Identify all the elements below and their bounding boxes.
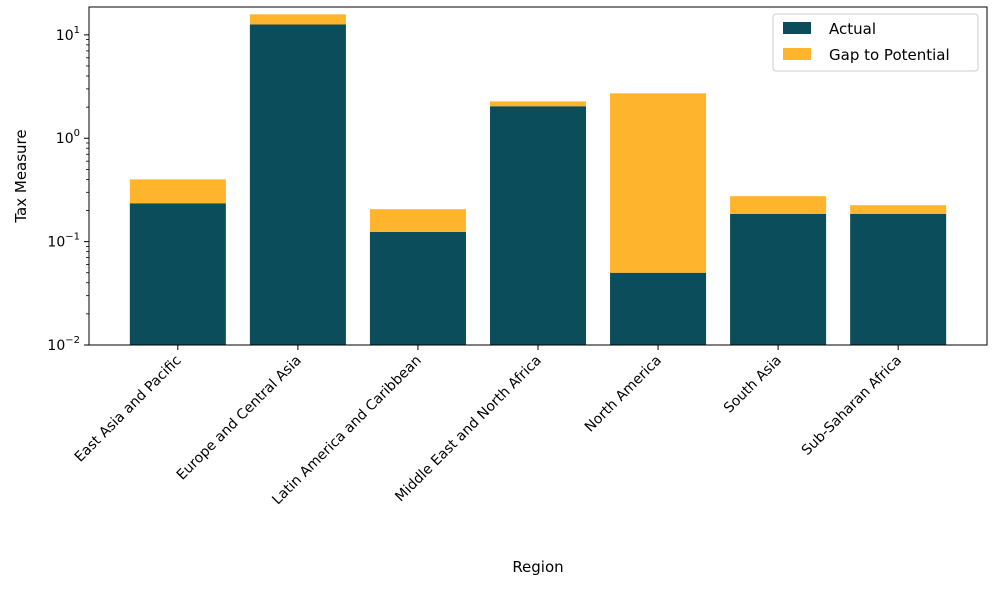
x-tick-label-4: North America — [582, 353, 665, 436]
bar-gap-4 — [610, 93, 707, 273]
y-axis: 10−2 10−1 100 101 — [47, 25, 89, 354]
bar-actual-1 — [249, 24, 346, 345]
bar-actual-4 — [610, 272, 707, 345]
y-tick-label-3: 101 — [56, 25, 80, 44]
bar-actual-6 — [850, 214, 947, 345]
x-tick-label-6: Sub-Saharan Africa — [799, 353, 905, 459]
bar-gap-3 — [489, 101, 587, 107]
y-tick-label-0: 10−2 — [47, 335, 80, 354]
y-axis-label: Tax Measure — [12, 129, 30, 223]
legend-swatch-gap — [783, 48, 811, 60]
bar-gap-0 — [129, 179, 226, 204]
bar-actual-0 — [129, 203, 226, 345]
legend-label-actual: Actual — [829, 20, 876, 38]
x-tick-label-3: Middle East and North Africa — [392, 353, 545, 506]
x-tick-label-0: East Asia and Pacific — [72, 353, 185, 466]
legend: Actual Gap to Potential — [772, 13, 979, 72]
x-axis-label: Region — [512, 558, 563, 576]
bar-gap-6 — [850, 205, 947, 215]
y-tick-label-2: 100 — [56, 128, 80, 147]
x-tick-label-5: South Asia — [721, 353, 785, 417]
bars — [129, 14, 947, 345]
legend-label-gap: Gap to Potential — [829, 46, 950, 64]
bar-gap-5 — [730, 196, 827, 215]
bar-gap-1 — [249, 14, 346, 25]
y-tick-label-1: 10−1 — [47, 232, 80, 251]
legend-swatch-actual — [783, 22, 811, 34]
bar-gap-2 — [369, 209, 466, 232]
bar-actual-5 — [730, 214, 827, 345]
bar-actual-2 — [369, 231, 466, 345]
x-tick-label-1: Europe and Central Asia — [174, 353, 305, 484]
bar-actual-3 — [489, 106, 587, 345]
